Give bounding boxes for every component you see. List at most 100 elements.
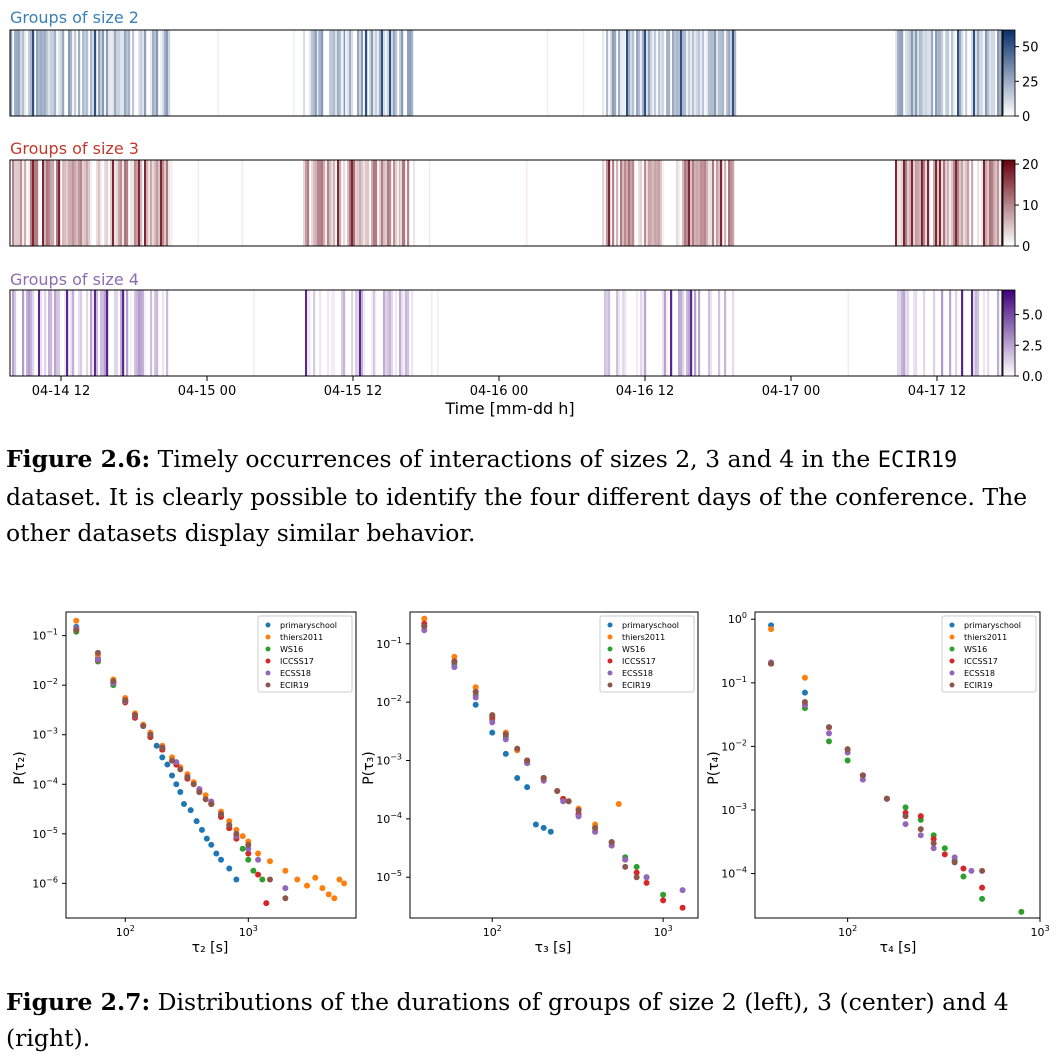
heatmap-stripe (14, 290, 17, 376)
data-point (472, 694, 479, 701)
heatmap-stripe (714, 30, 717, 116)
heatmap-stripe (383, 290, 386, 376)
data-point (979, 884, 986, 891)
heatmap-stripe (696, 160, 699, 246)
scatter-panel-tau3: τ₃ [s] P(τ₃) 10−5 10−4 10−3 10−2 10−1 102 103 p… (361, 611, 699, 956)
heatmap-stripe (305, 290, 308, 376)
heatmap-stripe (303, 160, 306, 246)
heatmap-stripe (431, 290, 433, 376)
heatmap-stripe (640, 30, 643, 116)
heatmap-stripe (620, 30, 623, 116)
heatmap-stripe (971, 160, 974, 246)
caption-text-b: dataset. It is clearly possible to ident… (6, 483, 1028, 547)
heatmap-stripe (86, 160, 89, 246)
heatmap-stripe (118, 30, 121, 116)
data-point (187, 807, 194, 814)
heatmap-stripe (112, 160, 115, 246)
heatmap-stripe (428, 160, 431, 246)
heatmap-stripe (82, 160, 85, 246)
data-point (159, 744, 166, 751)
heatmap-stripe (672, 30, 675, 116)
heatmap-stripe (915, 290, 918, 376)
heatmap-stripe (646, 30, 649, 116)
heatmap-stripe (357, 290, 360, 376)
heatmap-stripe (644, 290, 647, 376)
heatmap-stripe (393, 160, 396, 246)
heatmap-stripe (395, 160, 398, 246)
heatmap-stripe (909, 160, 912, 246)
heatmap-stripe (102, 290, 105, 376)
heatmap-stripe (162, 160, 165, 246)
heatmap-stripe (317, 160, 320, 246)
heatmap-stripe (40, 290, 43, 376)
heatmap-stripe (658, 160, 661, 246)
heatmap-stripe (895, 30, 898, 116)
data-point (184, 774, 191, 781)
tick-label: 103 (1030, 924, 1049, 939)
data-point (94, 649, 101, 656)
data-point (660, 897, 667, 904)
heatmap-stripe (638, 160, 641, 246)
heatmap-stripe (72, 160, 75, 246)
heatmap-stripe (12, 160, 15, 246)
heatmap-stripe (74, 160, 77, 246)
heatmap-stripe (94, 290, 97, 376)
heatmap-stripe (967, 160, 970, 246)
heatmap-stripe (728, 160, 731, 246)
heatmap-stripe (405, 290, 408, 376)
heatmap-stripe (100, 160, 103, 246)
heatmap-stripe (897, 160, 900, 246)
heatmap-stripe (116, 290, 119, 376)
heatmap-stripe (961, 290, 964, 376)
heatmap-stripe (714, 160, 717, 246)
heatmap-stripe (945, 160, 948, 246)
heatmap-stripe (359, 30, 362, 116)
heatmap-stripe (702, 160, 705, 246)
data-point (917, 826, 924, 833)
heatmap-stripe (140, 30, 143, 116)
heatmap-stripe (710, 160, 713, 246)
heatmap-stripe (122, 290, 125, 376)
heatmap-stripe (170, 160, 173, 246)
heatmap-stripe (688, 290, 691, 376)
data-point (255, 850, 262, 857)
heatmap-stripe (126, 30, 129, 116)
heatmap-stripe (977, 160, 980, 246)
heatmap-stripe (945, 30, 948, 116)
data-point (213, 850, 220, 857)
heatmap-stripe (911, 30, 914, 116)
data-point (341, 880, 348, 887)
data-point (514, 775, 521, 782)
legend-marker (265, 670, 271, 676)
data-point (540, 824, 547, 831)
time-tick-label: 04-17 12 (908, 384, 966, 399)
heatmap-stripe (92, 290, 95, 376)
heatmap-stripe (138, 30, 141, 116)
heatmap-stripe (993, 30, 996, 116)
data-point (245, 856, 252, 863)
data-point (331, 895, 338, 902)
heatmap-stripe (905, 160, 908, 246)
data-point (930, 835, 937, 842)
heatmap-stripe (374, 290, 377, 376)
heatmap-stripe (152, 30, 155, 116)
heatmap-stripe (981, 160, 984, 246)
heatmap-stripe (642, 30, 645, 116)
heatmap-stripe (359, 160, 362, 246)
legend-marker (607, 670, 613, 676)
heatmap-stripe (253, 290, 255, 376)
heatmap-stripe (688, 160, 691, 246)
heatmap-stripe (82, 30, 85, 116)
heatmap-stripe (20, 160, 23, 246)
heatmap-stripe (975, 290, 978, 376)
heatmap-stripe (88, 160, 91, 246)
data-point (177, 788, 184, 795)
heatmap-stripe (343, 160, 346, 246)
heatmap-stripe (375, 30, 378, 116)
time-tick-label: 04-16 12 (616, 384, 674, 399)
heatmap-stripe (90, 30, 93, 116)
heatmap-stripe (197, 160, 200, 246)
legend-marker (265, 634, 271, 640)
heatmap-stripe (706, 160, 709, 246)
heatmap-stripe (913, 160, 916, 246)
